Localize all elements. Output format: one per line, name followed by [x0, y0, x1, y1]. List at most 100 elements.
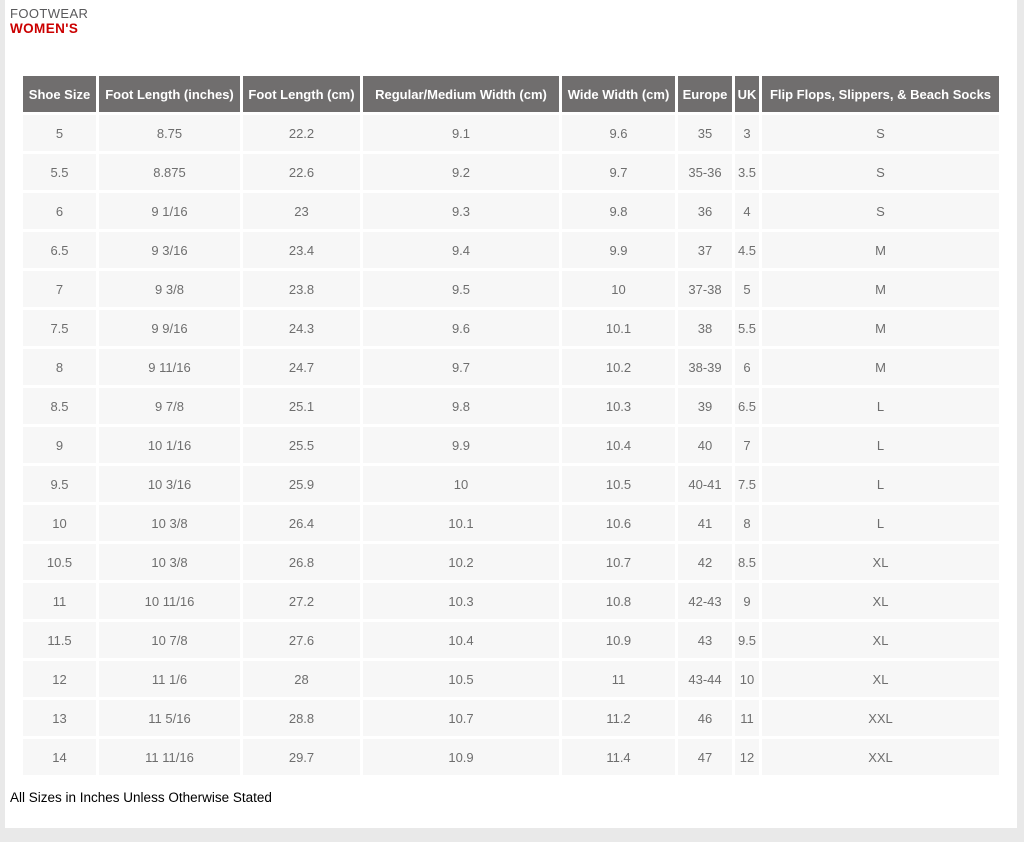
table-cell: 38: [678, 310, 732, 346]
table-cell: 10.9: [363, 739, 559, 775]
table-cell: 40-41: [678, 466, 732, 502]
column-header: Flip Flops, Slippers, & Beach Socks: [762, 76, 999, 112]
table-cell: 9.7: [562, 154, 675, 190]
table-cell: 10 11/16: [99, 583, 240, 619]
table-cell: 41: [678, 505, 732, 541]
table-cell: 10.5: [23, 544, 96, 580]
table-cell: 9.3: [363, 193, 559, 229]
table-cell: 7.5: [23, 310, 96, 346]
table-cell: 4: [735, 193, 759, 229]
table-cell: 12: [23, 661, 96, 697]
column-header: Shoe Size: [23, 76, 96, 112]
table-cell: 23.4: [243, 232, 360, 268]
table-cell: L: [762, 388, 999, 424]
table-cell: 39: [678, 388, 732, 424]
table-cell: 9 7/8: [99, 388, 240, 424]
table-cell: 43: [678, 622, 732, 658]
table-cell: 8.75: [99, 115, 240, 151]
table-cell: L: [762, 427, 999, 463]
table-cell: 10.5: [562, 466, 675, 502]
table-cell: 11 1/6: [99, 661, 240, 697]
page-heading: FOOTWEAR WOMEN'S: [5, 0, 1017, 36]
size-chart-table: Shoe Size Foot Length (inches) Foot Length…: [20, 73, 1002, 778]
table-cell: 9.8: [363, 388, 559, 424]
table-row: 10.5 10 3/8 26.8 10.2 10.7 42 8.5 XL: [23, 544, 999, 580]
table-cell: 10 7/8: [99, 622, 240, 658]
table-cell: 22.2: [243, 115, 360, 151]
table-row: 8.5 9 7/8 25.1 9.8 10.3 39 6.5 L: [23, 388, 999, 424]
table-cell: 10.2: [363, 544, 559, 580]
table-cell: 11 5/16: [99, 700, 240, 736]
table-row: 11 10 11/16 27.2 10.3 10.8 42-43 9 XL: [23, 583, 999, 619]
table-cell: 10 1/16: [99, 427, 240, 463]
table-cell: XXL: [762, 739, 999, 775]
table-row: 9 10 1/16 25.5 9.9 10.4 40 7 L: [23, 427, 999, 463]
table-row: 11.5 10 7/8 27.6 10.4 10.9 43 9.5 XL: [23, 622, 999, 658]
table-cell: 10.4: [363, 622, 559, 658]
table-cell: 11 11/16: [99, 739, 240, 775]
table-cell: 10 3/8: [99, 544, 240, 580]
table-cell: 9: [23, 427, 96, 463]
table-cell: 37: [678, 232, 732, 268]
table-cell: 5: [23, 115, 96, 151]
table-row: 9.5 10 3/16 25.9 10 10.5 40-41 7.5 L: [23, 466, 999, 502]
table-cell: 9 3/16: [99, 232, 240, 268]
table-cell: 9 9/16: [99, 310, 240, 346]
header-row: Shoe Size Foot Length (inches) Foot Length…: [23, 76, 999, 112]
table-cell: 36: [678, 193, 732, 229]
table-cell: M: [762, 232, 999, 268]
table-cell: XL: [762, 544, 999, 580]
table-cell: 10.3: [363, 583, 559, 619]
table-cell: 24.7: [243, 349, 360, 385]
table-cell: 9.9: [363, 427, 559, 463]
table-cell: 10.1: [562, 310, 675, 346]
table-cell: 11: [735, 700, 759, 736]
table-cell: M: [762, 310, 999, 346]
table-cell: 27.6: [243, 622, 360, 658]
table-cell: 9.4: [363, 232, 559, 268]
table-cell: 9 11/16: [99, 349, 240, 385]
table-cell: 9.5: [363, 271, 559, 307]
table-cell: 28: [243, 661, 360, 697]
table-cell: 13: [23, 700, 96, 736]
table-row: 5.5 8.875 22.6 9.2 9.7 35-36 3.5 S: [23, 154, 999, 190]
category-label: FOOTWEAR: [10, 6, 89, 21]
table-cell: 9.5: [23, 466, 96, 502]
table-cell: 9.9: [562, 232, 675, 268]
table-cell: 5.5: [735, 310, 759, 346]
table-cell: 11.5: [23, 622, 96, 658]
table-cell: 10: [735, 661, 759, 697]
table-cell: 10: [562, 271, 675, 307]
page-title: WOMEN'S: [10, 21, 79, 36]
table-cell: XL: [762, 622, 999, 658]
table-cell: M: [762, 271, 999, 307]
table-cell: 8: [23, 349, 96, 385]
table-cell: 10.9: [562, 622, 675, 658]
table-cell: 6: [735, 349, 759, 385]
table-cell: L: [762, 505, 999, 541]
table-cell: S: [762, 154, 999, 190]
column-header: Wide Width (cm): [562, 76, 675, 112]
table-cell: 9.6: [363, 310, 559, 346]
table-cell: 42-43: [678, 583, 732, 619]
table-cell: 10: [23, 505, 96, 541]
table-cell: 26.4: [243, 505, 360, 541]
table-cell: 10.7: [363, 700, 559, 736]
table-row: 10 10 3/8 26.4 10.1 10.6 41 8 L: [23, 505, 999, 541]
footnote: All Sizes in Inches Unless Otherwise Sta…: [10, 790, 272, 805]
table-row: 6.5 9 3/16 23.4 9.4 9.9 37 4.5 M: [23, 232, 999, 268]
table-row: 13 11 5/16 28.8 10.7 11.2 46 11 XXL: [23, 700, 999, 736]
table-cell: 38-39: [678, 349, 732, 385]
column-header: Foot Length (cm): [243, 76, 360, 112]
table-cell: 3.5: [735, 154, 759, 190]
table-cell: 11.2: [562, 700, 675, 736]
table-cell: 4.5: [735, 232, 759, 268]
table-cell: 7: [23, 271, 96, 307]
column-header: Foot Length (inches): [99, 76, 240, 112]
table-cell: 10.4: [562, 427, 675, 463]
table-cell: 25.5: [243, 427, 360, 463]
table-row: 7.5 9 9/16 24.3 9.6 10.1 38 5.5 M: [23, 310, 999, 346]
